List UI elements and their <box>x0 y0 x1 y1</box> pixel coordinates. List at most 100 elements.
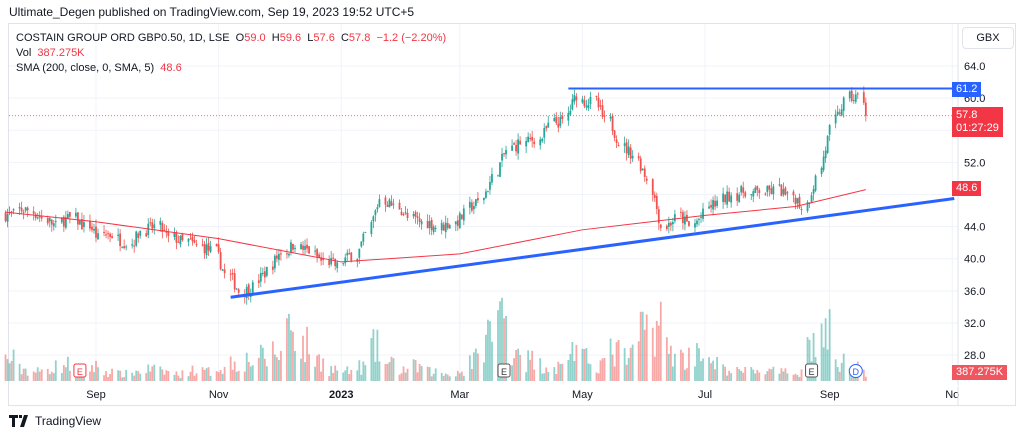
volume-bar <box>251 365 254 381</box>
volume-bar <box>235 371 238 381</box>
volume-bar <box>571 341 574 381</box>
volume-bar <box>625 364 628 381</box>
candle-body <box>611 115 614 132</box>
volume-bar <box>97 367 99 381</box>
volume-bar <box>38 371 41 381</box>
candle-body <box>673 214 676 222</box>
volume-bar <box>271 341 274 381</box>
volume-bar <box>716 357 718 381</box>
volume-bar <box>163 374 166 381</box>
volume-bar <box>533 369 536 381</box>
volume-bar <box>684 369 686 381</box>
volume-bar <box>756 370 759 381</box>
candle-body <box>539 139 542 146</box>
candle-body <box>193 240 196 243</box>
candle-body <box>89 220 91 229</box>
volume-bar <box>525 372 528 381</box>
volume-bar <box>782 371 785 381</box>
candle-body <box>629 147 632 159</box>
volume-bar <box>358 360 361 381</box>
volume-bar <box>181 370 184 381</box>
volume-bar <box>792 374 795 381</box>
candle-body <box>278 253 280 260</box>
volume-bar <box>374 361 377 381</box>
volume-bar <box>740 370 743 381</box>
volume-bar <box>117 370 120 381</box>
x-tick-label: Nov <box>209 389 229 401</box>
candle-body <box>205 244 208 256</box>
candle-body <box>201 244 204 246</box>
candle-body <box>332 257 335 259</box>
volume-bar <box>722 364 725 381</box>
candle-body <box>838 112 841 114</box>
candle-body <box>54 221 57 223</box>
candle-body <box>756 186 759 190</box>
candle-body <box>300 244 302 249</box>
volume-bar <box>750 367 753 381</box>
volume-bar <box>477 353 479 381</box>
volume-bar <box>149 371 152 381</box>
candle-body <box>350 252 353 261</box>
volume-bar <box>392 358 395 381</box>
candle-body <box>645 178 648 181</box>
volume-bar <box>655 320 658 381</box>
candle-body <box>474 199 477 206</box>
candle-body <box>271 266 274 270</box>
candle-body <box>103 231 105 233</box>
event-marker-label: E <box>501 367 507 377</box>
candle-body <box>822 156 825 170</box>
candle-body <box>669 222 672 226</box>
candle-body <box>768 185 771 190</box>
candle-body <box>135 231 138 246</box>
candle-body <box>64 217 67 228</box>
candle-body <box>358 248 361 258</box>
candle-body <box>316 249 318 257</box>
symbol-title[interactable]: COSTAIN GROUP ORD GBP0.50, 1D, LSE <box>16 32 230 44</box>
candle-body <box>595 95 598 97</box>
sma-label[interactable]: SMA (200, close, 0, SMA, 5) <box>16 62 155 74</box>
candle-body <box>460 214 463 219</box>
volume-bar <box>402 366 405 381</box>
x-tick-label: Sep <box>86 389 106 401</box>
volume-bar <box>840 362 843 381</box>
candle-body <box>854 94 857 102</box>
volume-bar <box>575 344 578 381</box>
currency-button[interactable]: GBX <box>962 27 1014 49</box>
x-tick-label: Mar <box>450 389 469 401</box>
candle-body <box>499 162 501 177</box>
volume-bar <box>145 373 148 381</box>
candle-body <box>617 145 620 147</box>
volume-bar <box>601 358 604 381</box>
candle-body <box>559 117 562 126</box>
candle-body <box>444 222 447 233</box>
candle-body <box>639 158 642 171</box>
high-value: 59.6 <box>279 32 302 44</box>
volume-bar <box>623 348 626 381</box>
candle-body <box>370 222 373 234</box>
candle-body <box>517 139 519 154</box>
candle-body <box>541 138 544 142</box>
volume-bar <box>503 318 505 381</box>
candle-body <box>149 222 152 224</box>
volume-bar <box>730 373 733 381</box>
candle-body <box>151 222 154 229</box>
candle-body <box>432 226 435 233</box>
candle-body <box>384 197 387 205</box>
candle-body <box>782 189 785 195</box>
candle-body <box>754 187 757 193</box>
candle-body <box>93 228 95 231</box>
volume-bar <box>454 376 457 381</box>
volume-bar <box>342 372 345 381</box>
candle-body <box>48 217 51 222</box>
candle-body <box>117 234 120 237</box>
volume-bar <box>400 373 403 381</box>
candle-body <box>667 222 670 227</box>
candle-body <box>344 257 347 264</box>
volume-label[interactable]: Vol <box>16 47 32 59</box>
volume-bar <box>257 357 260 381</box>
chart-legend: COSTAIN GROUP ORD GBP0.50, 1D, LSE O59.0… <box>16 31 446 76</box>
candle-body <box>165 231 168 233</box>
volume-bar <box>754 373 757 381</box>
volume-bar <box>573 360 576 381</box>
